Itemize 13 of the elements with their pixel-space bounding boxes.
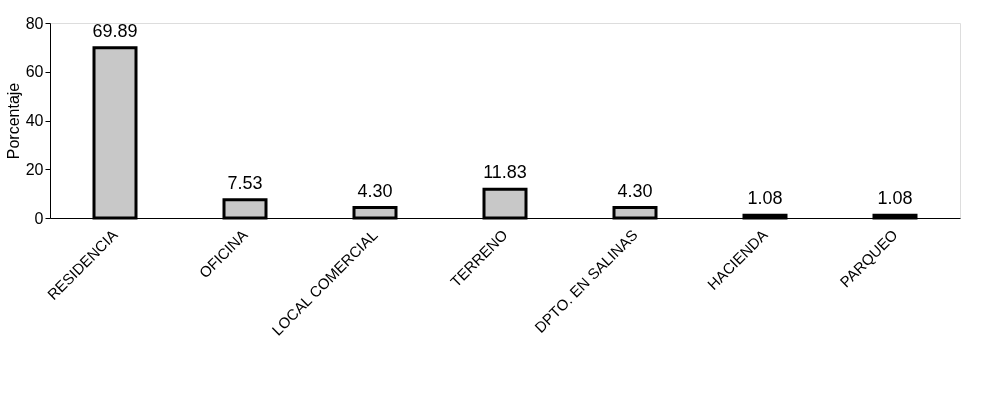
data-label: 4.30 — [617, 180, 653, 201]
y-tick-label: 60 — [25, 63, 44, 81]
y-tick-label: 0 — [34, 209, 44, 227]
data-label: 11.83 — [483, 162, 527, 183]
y-axis-title: Porcentaje — [4, 82, 22, 160]
y-tick-label: 80 — [25, 14, 44, 32]
data-label: 1.08 — [877, 188, 913, 209]
data-label: 4.30 — [357, 180, 393, 201]
data-label: 1.08 — [747, 188, 783, 209]
data-label: 7.53 — [227, 172, 263, 193]
y-tick-label: 40 — [25, 112, 44, 129]
y-tick-label: 20 — [25, 160, 44, 178]
data-label: 69.89 — [92, 20, 138, 41]
